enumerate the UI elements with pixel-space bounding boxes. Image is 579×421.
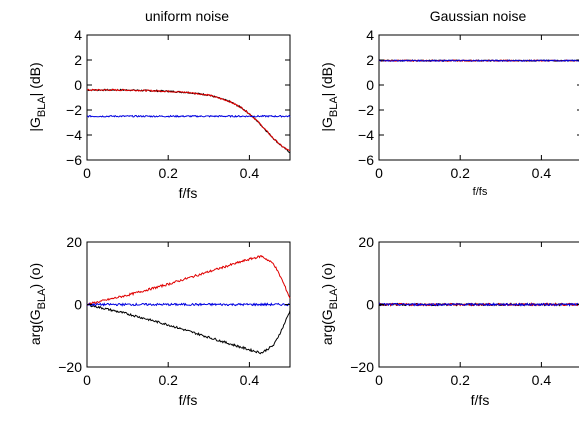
x-tick-label: 0.2 xyxy=(158,165,178,181)
y-tick-label: 0 xyxy=(74,297,82,313)
x-tick-label: 0.4 xyxy=(240,165,260,181)
series-group xyxy=(378,59,579,63)
series-line-2 xyxy=(378,59,579,63)
x-tick-label: 0 xyxy=(83,372,91,388)
series-line-2 xyxy=(86,302,291,307)
x-ticks: 0 0.2 0.4 xyxy=(83,35,259,181)
x-tick-label: 0 xyxy=(83,165,91,181)
panel-uniform-phase: 0 0.2 0.4 200−20 f/fs arg(GBLA) (o) xyxy=(27,234,291,408)
x-tick-label: 0.2 xyxy=(450,165,470,181)
series-line-1 xyxy=(86,254,291,306)
x-ticks: 0 0.2 0.4 xyxy=(375,35,551,181)
x-tick-label: 0.2 xyxy=(158,372,178,388)
x-axis-label: f/fs xyxy=(473,186,488,198)
series-line-1 xyxy=(86,88,291,152)
x-axis-label: f/fs xyxy=(179,185,198,201)
series-group xyxy=(378,302,579,307)
y-tick-label: 20 xyxy=(358,234,374,250)
panel-uniform-magnitude: uniform noise 0 0.2 0.4 4 2 0 −2 −4 −6 f/fs |GB… xyxy=(27,8,291,201)
y-axis-label: arg(GBLA) (o) xyxy=(27,263,48,345)
y-tick-label: −2 xyxy=(66,102,82,118)
series-line-1 xyxy=(378,302,579,307)
x-tick-label: 0.4 xyxy=(532,165,552,181)
panel-title: Gaussian noise xyxy=(430,8,527,24)
y-axis-label: |GBLA| (dB) xyxy=(27,62,48,131)
y-tick-label: 2 xyxy=(74,52,82,68)
panel-gaussian-phase: 0 0.2 0.4 200−20 f/fs arg(GBLA) (o) xyxy=(319,234,579,408)
x-tick-label: 0.4 xyxy=(240,372,260,388)
y-ticks: 20 0 −20 xyxy=(350,234,579,375)
x-ticks: 0 0.2 0.4 xyxy=(83,242,259,388)
x-tick-label: 0.4 xyxy=(532,372,552,388)
series-line-2 xyxy=(378,302,579,307)
x-axis-label: f/fs xyxy=(179,392,198,408)
y-tick-label: −4 xyxy=(358,127,374,143)
y-tick-label: 0 xyxy=(74,77,82,93)
y-tick-label: 0 xyxy=(366,77,374,93)
x-tick-label: 0 xyxy=(375,372,383,388)
series-group xyxy=(86,254,291,355)
y-tick-label: 4 xyxy=(74,27,82,43)
y-tick-label: −6 xyxy=(66,152,82,168)
plot-frame xyxy=(378,34,579,161)
y-tick-label: −6 xyxy=(358,152,374,168)
y-ticks: 4 2 0 −2 −4 −6 xyxy=(66,27,290,168)
y-tick-label: −2 xyxy=(358,102,374,118)
x-axis-label: f/fs xyxy=(471,392,490,408)
series-line-0 xyxy=(86,303,291,355)
x-tick-label: 0.2 xyxy=(450,372,470,388)
panel-gaussian-magnitude: Gaussian noise 0 0.2 0.4 4 2 0 −2 −4 −6 f/fs |G… xyxy=(319,8,579,198)
y-ticks: 20 0 −20 xyxy=(58,234,290,375)
y-tick-label: 4 xyxy=(366,27,374,43)
y-ticks: 4 2 0 −2 −4 −6 xyxy=(358,27,579,168)
series-line-0 xyxy=(86,88,291,154)
panel-title: uniform noise xyxy=(145,8,229,24)
y-tick-label: −20 xyxy=(350,359,374,375)
series-line-2 xyxy=(86,114,291,118)
y-tick-label: −20 xyxy=(58,359,82,375)
y-tick-label: −4 xyxy=(66,127,82,143)
y-axis-label: |GBLA| (dB) xyxy=(319,62,340,131)
y-tick-label: 20 xyxy=(66,234,82,250)
series-group xyxy=(86,88,291,154)
y-tick-label: 2 xyxy=(366,52,374,68)
y-tick-label: 0 xyxy=(366,297,374,313)
x-tick-label: 0 xyxy=(375,165,383,181)
y-axis-label: arg(GBLA) (o) xyxy=(319,263,340,345)
plot-frame xyxy=(86,34,291,161)
x-ticks: 0 0.2 0.4 xyxy=(375,242,551,388)
